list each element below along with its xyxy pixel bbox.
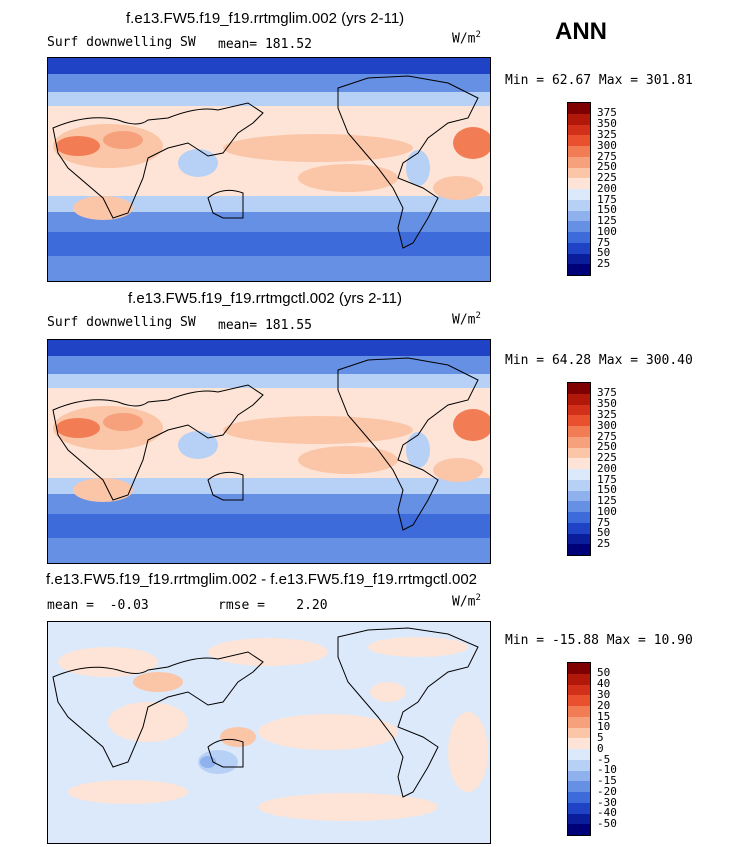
panel2-field-label: Surf downwelling SW [47,315,196,330]
panel3-rmse: rmse = 2.20 [218,598,328,613]
tick: 225 [597,171,617,184]
tick: 300 [597,139,617,152]
tick: 15 [597,710,611,723]
tick: 375 [597,106,617,119]
tick: -30 [597,796,617,809]
tick: -15 [597,774,617,787]
panel2-minmax: Min = 64.28 Max = 300.40 [505,353,693,368]
tick: 225 [597,451,617,464]
tick: 300 [597,419,617,432]
tick: 375 [597,386,617,399]
tick: -10 [597,763,617,776]
tick: 150 [597,483,617,496]
tick: 100 [597,225,617,238]
tick: 50 [597,666,611,679]
tick: 175 [597,193,617,206]
panel3-minmax: Min = -15.88 Max = 10.90 [505,633,693,648]
tick: 350 [597,117,617,130]
tick: -20 [597,785,617,798]
tick: 325 [597,128,617,141]
tick: 200 [597,182,617,195]
panel1-title: f.e13.FW5.f19_f19.rrtmglim.002 (yrs 2-11… [126,10,405,27]
panel3-title: f.e13.FW5.f19_f19.rrtmglim.002 - f.e13.F… [46,571,478,588]
tick: 25 [597,537,611,550]
tick: 175 [597,473,617,486]
tick: 100 [597,505,617,518]
tick: 350 [597,397,617,410]
panel1-field-label: Surf downwelling SW [47,35,196,50]
tick: 5 [597,731,604,744]
panel3-mean: mean = -0.03 [47,598,149,613]
panel2-title: f.e13.FW5.f19_f19.rrtmgctl.002 (yrs 2-11… [128,290,402,307]
tick: 125 [597,214,617,227]
tick: 250 [597,160,617,173]
tick: 25 [597,257,611,270]
season-label: ANN [555,18,607,45]
tick: 0 [597,742,604,755]
tick: 75 [597,236,611,249]
panel1-mean: mean= 181.52 [218,37,312,52]
tick: 150 [597,203,617,216]
tick: 250 [597,440,617,453]
panel2-colorbar [567,382,591,556]
tick: 275 [597,430,617,443]
tick: 200 [597,462,617,475]
panel1-map [47,57,491,282]
panel3-colorbar [567,662,591,836]
panel3-map [47,621,491,844]
panel1-units: W/m2 [452,30,481,47]
tick: 125 [597,494,617,507]
tick: 275 [597,150,617,163]
panel3-units: W/m2 [452,593,481,610]
tick: -40 [597,806,617,819]
panel1-colorbar [567,102,591,276]
tick: 40 [597,677,611,690]
panel1-minmax: Min = 62.67 Max = 301.81 [505,73,693,88]
tick: 30 [597,688,611,701]
panel2-mean: mean= 181.55 [218,318,312,333]
tick: 50 [597,246,611,259]
tick: 325 [597,408,617,421]
panel2-units: W/m2 [452,311,481,328]
tick: -50 [597,817,617,830]
tick: 50 [597,526,611,539]
tick: 75 [597,516,611,529]
tick: 10 [597,720,611,733]
panel2-map [47,339,491,564]
tick: 20 [597,699,611,712]
tick: -5 [597,753,611,766]
